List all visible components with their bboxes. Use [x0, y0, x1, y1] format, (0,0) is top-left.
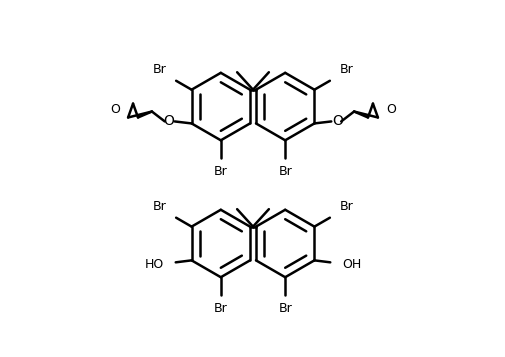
Text: O: O: [385, 103, 395, 116]
Text: OH: OH: [341, 258, 361, 271]
Text: Br: Br: [152, 63, 166, 76]
Text: Br: Br: [278, 165, 291, 178]
Text: O: O: [331, 115, 342, 129]
Text: Br: Br: [278, 302, 291, 315]
Text: Br: Br: [339, 63, 353, 76]
Text: O: O: [110, 103, 120, 116]
Text: Br: Br: [152, 200, 166, 213]
Text: Br: Br: [214, 302, 227, 315]
Text: Br: Br: [214, 165, 227, 178]
Text: Br: Br: [339, 200, 353, 213]
Text: O: O: [163, 115, 174, 129]
Text: HO: HO: [144, 258, 164, 271]
